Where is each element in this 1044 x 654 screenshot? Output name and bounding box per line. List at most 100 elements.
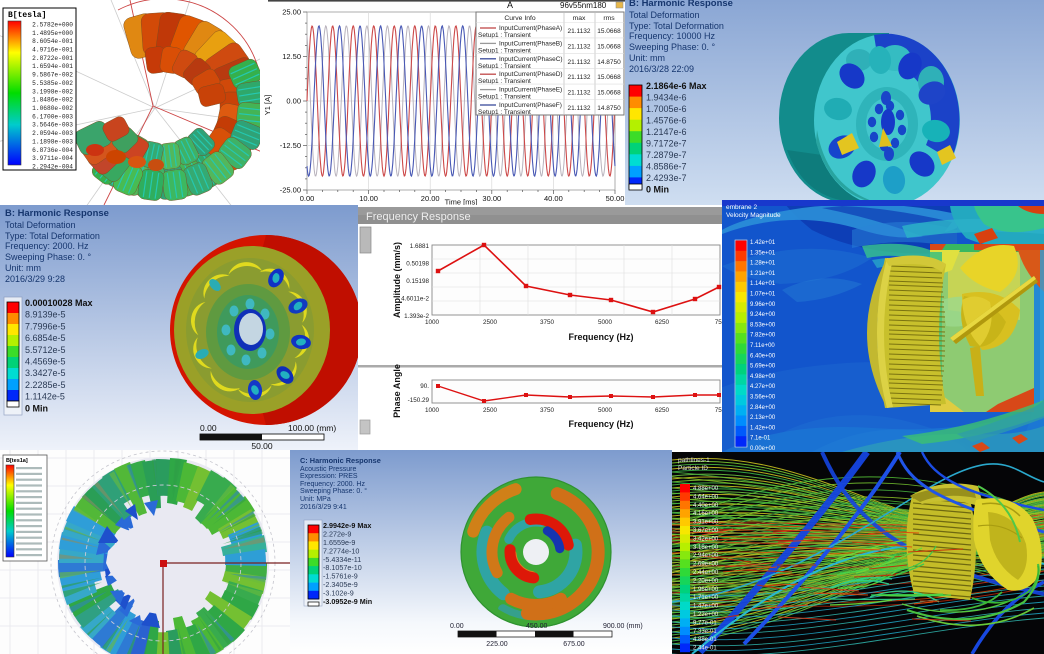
svg-text:-3.0952e-9 Min: -3.0952e-9 Min	[323, 597, 372, 606]
svg-text:4.9716e-001: 4.9716e-001	[32, 47, 73, 54]
svg-text:900.00 (mm): 900.00 (mm)	[603, 623, 643, 630]
svg-text:0.00e+00: 0.00e+00	[750, 446, 776, 452]
svg-text:8.6054e-001: 8.6054e-001	[32, 38, 73, 45]
svg-text:3.9711e-004: 3.9711e-004	[32, 155, 73, 162]
svg-text:2.20e+00: 2.20e+00	[693, 578, 719, 584]
svg-text:3.3427e-5: 3.3427e-5	[25, 368, 66, 378]
svg-text:0.00010028 Max: 0.00010028 Max	[25, 298, 93, 308]
svg-text:2500: 2500	[483, 319, 498, 326]
svg-text:-25.00: -25.00	[280, 186, 301, 195]
svg-text:6.8736e-004: 6.8736e-004	[32, 147, 73, 154]
svg-text:Curve Info: Curve Info	[504, 15, 536, 22]
svg-text:1.4895e+000: 1.4895e+000	[32, 30, 73, 37]
svg-text:4.88e+00: 4.88e+00	[693, 486, 719, 492]
svg-text:0 Min: 0 Min	[25, 403, 48, 413]
svg-text:Frequency (Hz): Frequency (Hz)	[568, 419, 633, 429]
svg-text:1.6594e-001: 1.6594e-001	[32, 63, 73, 70]
svg-text:1.28e+01: 1.28e+01	[750, 261, 776, 267]
svg-text:21.1132: 21.1132	[567, 74, 590, 81]
svg-text:1.0680e-002: 1.0680e-002	[32, 105, 73, 112]
svg-text:4.8586e-7: 4.8586e-7	[646, 162, 687, 172]
svg-text:1.71e+00: 1.71e+00	[693, 595, 719, 601]
svg-text:2.8722e-001: 2.8722e-001	[32, 55, 73, 62]
svg-text:675.00: 675.00	[563, 641, 585, 648]
svg-text:4.64e+00: 4.64e+00	[693, 494, 719, 500]
svg-text:3.67e+00: 3.67e+00	[693, 528, 719, 534]
svg-text:100.00 (mm): 100.00 (mm)	[288, 423, 336, 433]
svg-text:1.47e+00: 1.47e+00	[693, 604, 719, 610]
svg-text:6250: 6250	[655, 319, 670, 326]
svg-text:10.00: 10.00	[359, 194, 378, 203]
svg-text:3.18e+00: 3.18e+00	[693, 545, 719, 551]
svg-text:3.56e+00: 3.56e+00	[750, 395, 776, 401]
svg-text:0 Min: 0 Min	[646, 185, 669, 195]
svg-text:1.1142e-5: 1.1142e-5	[25, 392, 65, 402]
svg-text:1.6881: 1.6881	[410, 243, 430, 250]
svg-text:5.5712e-5: 5.5712e-5	[25, 345, 66, 355]
svg-text:InputCurrent(PhaseC): InputCurrent(PhaseC)	[499, 56, 563, 63]
svg-text:Setup1 : Transient: Setup1 : Transient	[478, 32, 531, 39]
svg-text:Particle ID: Particle ID	[678, 465, 708, 472]
svg-text:Amplitude (mm/s): Amplitude (mm/s)	[392, 242, 402, 318]
svg-text:1.393e-2: 1.393e-2	[404, 313, 429, 320]
svg-text:-12.50: -12.50	[280, 141, 301, 150]
svg-text:Setup1 : Transient: Setup1 : Transient	[478, 94, 531, 101]
svg-text:3.42e+00: 3.42e+00	[693, 536, 719, 542]
svg-text:1.22e+00: 1.22e+00	[693, 612, 719, 618]
svg-text:3750: 3750	[540, 319, 555, 326]
svg-text:4.88e-01: 4.88e-01	[693, 637, 717, 643]
svg-text:B[tes1a]: B[tes1a]	[6, 458, 28, 464]
svg-text:4.6011e-2: 4.6011e-2	[401, 296, 429, 303]
svg-text:4.98e+00: 4.98e+00	[750, 374, 776, 380]
svg-text:Time [ms]: Time [ms]	[445, 198, 478, 207]
svg-text:max: max	[573, 15, 586, 22]
svg-text:50.00: 50.00	[251, 441, 273, 450]
svg-text:-1.5761e-9: -1.5761e-9	[323, 572, 358, 581]
svg-text:21.1132: 21.1132	[567, 28, 590, 35]
svg-text:6.6854e-5: 6.6854e-5	[25, 333, 66, 343]
svg-text:4.40e+00: 4.40e+00	[693, 503, 719, 509]
svg-text:2.84e+00: 2.84e+00	[750, 405, 776, 411]
svg-text:5.69e+00: 5.69e+00	[750, 364, 776, 370]
svg-text:9.77e-01: 9.77e-01	[693, 620, 717, 626]
svg-text:1.4576e-6: 1.4576e-6	[646, 116, 687, 126]
svg-text:9.5867e-002: 9.5867e-002	[32, 72, 73, 79]
svg-text:5000: 5000	[598, 319, 613, 326]
svg-text:8.53e+00: 8.53e+00	[750, 322, 776, 328]
svg-text:2.4293e-7: 2.4293e-7	[646, 173, 687, 183]
svg-text:Setup1 : Transient: Setup1 : Transient	[478, 47, 531, 54]
svg-text:1.8486e-002: 1.8486e-002	[32, 97, 73, 104]
svg-text:Velocity Magnitude: Velocity Magnitude	[726, 212, 781, 219]
svg-text:0.00: 0.00	[200, 423, 217, 433]
svg-text:3.1998e-002: 3.1998e-002	[32, 88, 73, 95]
svg-text:2.44e+00: 2.44e+00	[693, 570, 719, 576]
svg-text:450.00: 450.00	[526, 623, 548, 630]
svg-text:InputCurrent(PhaseD): InputCurrent(PhaseD)	[499, 71, 563, 78]
svg-text:1.2147e-6: 1.2147e-6	[646, 127, 687, 137]
svg-text:1.42e+00: 1.42e+00	[750, 425, 776, 431]
svg-text:30.00: 30.00	[482, 194, 501, 203]
svg-text:pathlines-1: pathlines-1	[678, 457, 710, 464]
svg-text:6250: 6250	[655, 407, 670, 414]
svg-text:1.42e+01: 1.42e+01	[750, 240, 776, 246]
svg-text:InputCurrent(PhaseF): InputCurrent(PhaseF)	[499, 102, 562, 109]
svg-text:embrane 2: embrane 2	[726, 204, 757, 211]
svg-text:4.27e+00: 4.27e+00	[750, 384, 776, 390]
svg-text:1.35e+01: 1.35e+01	[750, 250, 776, 256]
svg-text:750: 750	[715, 407, 722, 414]
svg-text:7.2774e-10: 7.2774e-10	[323, 546, 359, 555]
svg-text:8.9139e-5: 8.9139e-5	[25, 310, 66, 320]
svg-text:25.00: 25.00	[282, 8, 301, 17]
svg-text:1.1898e-003: 1.1898e-003	[32, 138, 73, 145]
svg-text:4.4569e-5: 4.4569e-5	[25, 357, 66, 367]
svg-text:0.50198: 0.50198	[406, 261, 429, 268]
svg-text:9.7172e-7: 9.7172e-7	[646, 139, 687, 149]
svg-text:Setup1 : Transient: Setup1 : Transient	[478, 63, 531, 70]
svg-text:14.8750: 14.8750	[597, 59, 621, 66]
svg-text:rms: rms	[603, 15, 615, 22]
svg-text:Y1 [A]: Y1 [A]	[263, 95, 272, 115]
svg-text:6.1700e-003: 6.1700e-003	[32, 113, 73, 120]
svg-text:7.11e+00: 7.11e+00	[750, 343, 775, 349]
svg-text:Frequency (Hz): Frequency (Hz)	[568, 332, 633, 342]
svg-text:0.00: 0.00	[450, 623, 464, 630]
